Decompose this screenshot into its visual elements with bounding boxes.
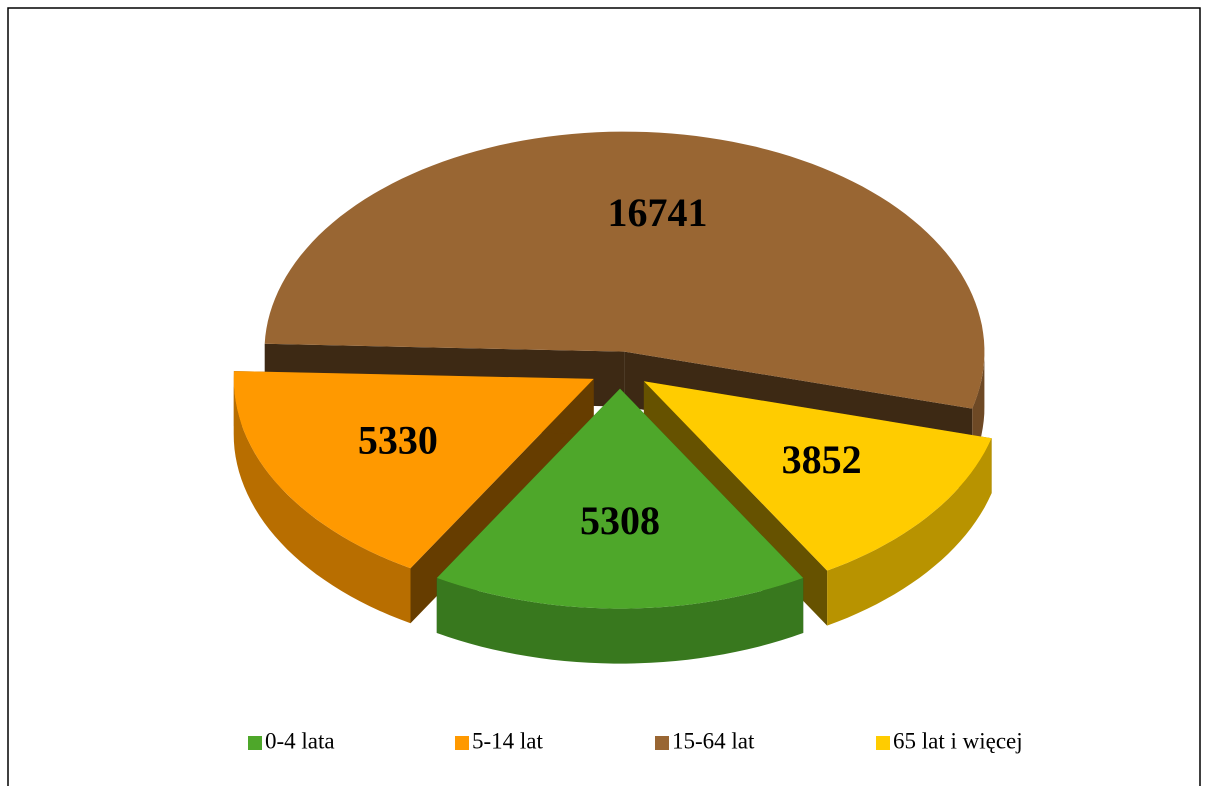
frame <box>7 7 1201 786</box>
slice-wall <box>827 438 992 626</box>
legend-swatch <box>655 736 669 750</box>
legend-swatch <box>455 736 469 750</box>
slice-wall <box>436 578 804 664</box>
data-label: 16741 <box>608 190 708 235</box>
data-label: 5330 <box>358 418 438 463</box>
data-label: 5308 <box>580 498 660 543</box>
slice-top <box>233 371 594 569</box>
legend-swatch <box>876 736 890 750</box>
legend-label: 65 lat i więcej <box>893 728 1023 753</box>
slice-top <box>643 381 992 571</box>
legend-label: 0-4 lata <box>265 728 335 753</box>
slice <box>436 388 804 664</box>
slice-top <box>436 388 804 609</box>
legend-label: 5-14 lat <box>472 728 544 753</box>
slice-top <box>264 131 985 409</box>
data-label: 3852 <box>782 437 862 482</box>
slice-wall <box>233 378 411 624</box>
legend-label: 15-64 lat <box>672 728 755 753</box>
legend-swatch <box>248 736 262 750</box>
